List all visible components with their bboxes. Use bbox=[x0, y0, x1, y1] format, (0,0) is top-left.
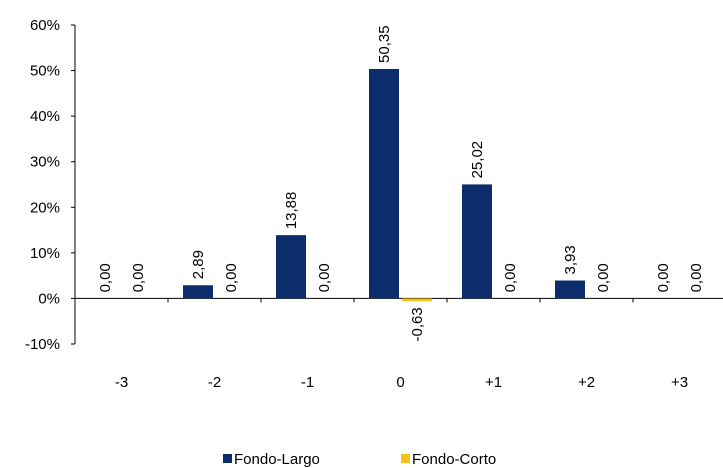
y-tick-label: 60% bbox=[30, 17, 60, 34]
chart-axes: -10% 0% 10% 20% 30% 40% 50% 60% -3 -2 -1 0 +1 +2 +3 bbox=[25, 17, 723, 391]
data-label: 0,00 bbox=[655, 263, 672, 292]
y-tick-label: 10% bbox=[30, 245, 60, 262]
legend-swatch-fondo-largo bbox=[223, 454, 232, 463]
data-label: 0,00 bbox=[97, 263, 114, 292]
chart-bars bbox=[183, 68, 585, 302]
bar-fondo-largo bbox=[369, 68, 399, 299]
data-label: 50,35 bbox=[376, 25, 393, 63]
x-tick-label: -3 bbox=[115, 374, 128, 391]
x-tick-label: +2 bbox=[578, 374, 595, 391]
data-label: 0,00 bbox=[130, 263, 147, 292]
x-tick-label: -2 bbox=[208, 374, 221, 391]
data-labels: 0,00 0,00 2,89 0,00 13,88 0,00 50,35 -0,63 25,02… bbox=[97, 25, 705, 341]
legend-swatch-fondo-corto bbox=[401, 454, 410, 463]
x-tick-label: +3 bbox=[671, 374, 688, 391]
bar-fondo-largo bbox=[183, 285, 213, 299]
x-tick-label: 0 bbox=[396, 374, 404, 391]
data-label: 0,00 bbox=[595, 263, 612, 292]
bar-fondo-largo bbox=[462, 184, 492, 299]
data-label: 0,00 bbox=[502, 263, 519, 292]
legend-label-fondo-largo: Fondo-Largo bbox=[234, 451, 320, 468]
y-tick-label: 40% bbox=[30, 108, 60, 125]
data-label: 3,93 bbox=[562, 245, 579, 274]
legend-label-fondo-corto: Fondo-Corto bbox=[412, 451, 496, 468]
legend: Fondo-Largo Fondo-Corto bbox=[223, 451, 496, 468]
data-label: -0,63 bbox=[409, 307, 426, 341]
data-label: 13,88 bbox=[283, 192, 300, 230]
x-tick-label: +1 bbox=[485, 374, 502, 391]
bar-fondo-corto bbox=[402, 298, 432, 302]
y-tick-label: 0% bbox=[38, 290, 60, 307]
data-label: 2,89 bbox=[190, 250, 207, 279]
y-tick-label: 50% bbox=[30, 63, 60, 80]
data-label: 0,00 bbox=[688, 263, 705, 292]
data-label: 25,02 bbox=[469, 141, 486, 179]
data-label: 0,00 bbox=[223, 263, 240, 292]
y-tick-label: -10% bbox=[25, 336, 60, 353]
x-tick-label: -1 bbox=[301, 374, 314, 391]
y-tick-label: 20% bbox=[30, 199, 60, 216]
y-tick-label: 30% bbox=[30, 154, 60, 171]
bar-fondo-largo bbox=[555, 280, 585, 299]
bar-fondo-largo bbox=[276, 235, 306, 299]
data-label: 0,00 bbox=[316, 263, 333, 292]
